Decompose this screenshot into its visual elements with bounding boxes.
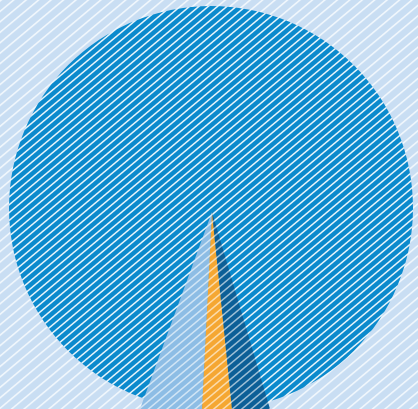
spire-graphic [140, 212, 270, 409]
circular-disc-graphic [9, 6, 413, 409]
spire-left-facet [140, 212, 212, 409]
spire-right-facet [212, 212, 270, 409]
spire-middle-facet [202, 212, 232, 409]
